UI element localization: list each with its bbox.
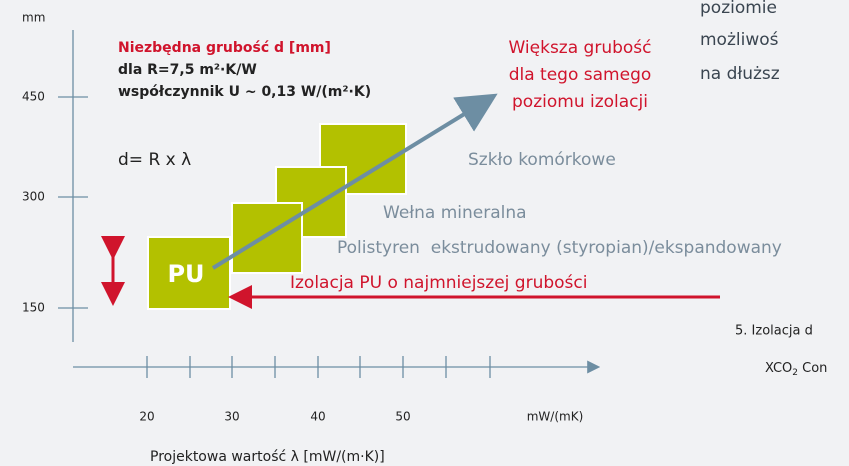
caption-part: XCO — [765, 361, 792, 376]
material-label: Szkło komórkowe — [468, 150, 616, 170]
side-text: poziomie — [700, 0, 777, 18]
info-line: współczynnik U ~ 0,13 W/(m²·K) — [118, 84, 371, 100]
thickness-arrow — [211, 93, 498, 270]
x-ticks — [146, 356, 491, 378]
x-tick-label: 20 — [139, 410, 154, 424]
caption-part: Con — [798, 361, 827, 376]
side-text: na dłuższ — [700, 64, 780, 84]
caption-sub: 2 — [792, 368, 798, 378]
material-label: Polistyren ekstrudowany (styropian)/eksp… — [337, 238, 782, 258]
box-pu — [147, 236, 231, 310]
arrow-note: poziomu izolacji — [512, 92, 648, 112]
x-unit: mW/(mK) — [527, 410, 584, 424]
pu-label: PU — [167, 260, 204, 288]
info-line: dla R=7,5 m²·K/W — [118, 62, 257, 78]
x-title: Projektowa wartość λ [mW/(m·K)] — [150, 449, 385, 465]
y-tick-label: 450 — [22, 90, 45, 104]
material-label: Wełna mineralna — [383, 203, 527, 223]
info-heading: Niezbędna grubość d [mm] — [118, 40, 331, 56]
x-tick-label: 30 — [224, 410, 239, 424]
x-tick-label: 50 — [395, 410, 410, 424]
side-text: możliwoś — [700, 30, 779, 50]
caption: XCO2 Con — [765, 361, 827, 378]
y-unit: mm — [22, 11, 45, 25]
y-tick-label: 300 — [22, 190, 45, 204]
arrow-note: Większa grubość — [508, 38, 651, 58]
y-tick-label: 150 — [22, 301, 45, 315]
caption: 5. Izolacja d — [735, 324, 813, 339]
x-tick-label: 40 — [310, 410, 325, 424]
pu-note: Izolacja PU o najmniejszej grubości — [290, 273, 587, 293]
arrow-note: dla tego samego — [509, 65, 652, 85]
box-polystyrene — [231, 202, 303, 274]
formula: d= R x λ — [118, 150, 191, 170]
